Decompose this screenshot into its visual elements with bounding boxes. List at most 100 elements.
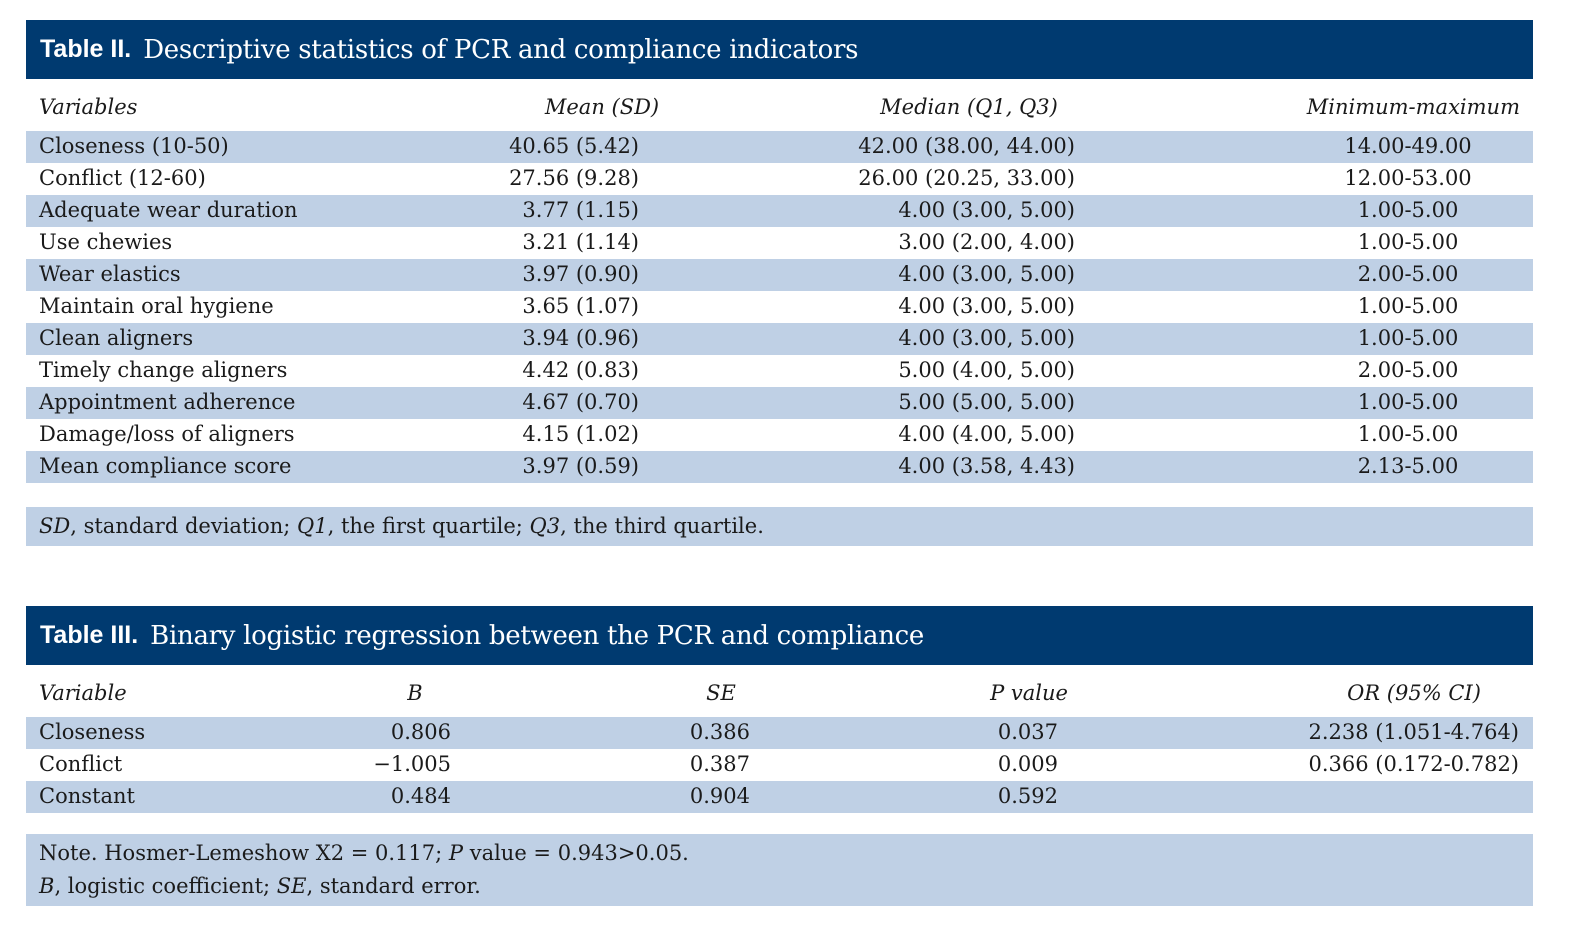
cell-mean-sd: 40.65 (5.42) <box>509 134 639 158</box>
header-variables: Variables <box>39 95 138 119</box>
cell-variable: Timely change aligners <box>39 358 288 382</box>
table-ii-title-bar: Table II. Descriptive statistics of PCR … <box>26 20 1533 79</box>
cell-variable: Conflict (12-60) <box>39 166 206 190</box>
cell-min-max: 1.00-5.00 <box>1357 198 1459 222</box>
cell-median-q: 4.00 (3.00, 5.00) <box>898 198 1075 222</box>
table-iii-row: Conflict −1.005 0.387 0.009 0.366 (0.172-0.7… <box>26 749 1533 781</box>
cell-variable: Damage/loss of aligners <box>39 422 295 446</box>
note-b-def: , logistic coefficient; <box>54 874 277 898</box>
note-se-abbr: SE <box>276 874 307 898</box>
cell-median-q: 26.00 (20.25, 33.00) <box>858 166 1075 190</box>
cell-min-max: 14.00-49.00 <box>1344 134 1472 158</box>
cell-b: 0.806 <box>390 720 451 744</box>
table-iii-note: Note. Hosmer-Lemeshow X2 = 0.117; P valu… <box>26 834 1533 906</box>
header-b: B <box>407 681 423 705</box>
footnote-q3-abbr: Q3 <box>529 514 561 538</box>
table-iii-title-bar: Table III. Binary logistic regression be… <box>26 606 1533 665</box>
cell-variable: Appointment adherence <box>39 390 296 414</box>
cell-variable: Adequate wear duration <box>39 198 298 222</box>
footnote-q1-abbr: Q1 <box>297 514 328 538</box>
footnote-q1-def: , the first quartile; <box>327 514 530 538</box>
cell-p-value: 0.009 <box>997 752 1058 776</box>
table-ii-row: Maintain oral hygiene 3.65 (1.07) 4.00 (3.… <box>26 291 1533 323</box>
table-iii-label: Table III. <box>40 621 139 649</box>
note-hosmer-text: Note. Hosmer-Lemeshow X2 = 0.117; <box>39 841 449 865</box>
note-se-def: , standard error. <box>306 874 481 898</box>
cell-variable: Clean aligners <box>39 326 194 350</box>
cell-min-max: 12.00-53.00 <box>1344 166 1472 190</box>
header-variable: Variable <box>39 681 127 705</box>
table-iii-row: Closeness 0.806 0.386 0.037 2.238 (1.051-4.7… <box>26 717 1533 749</box>
table-ii-row: Adequate wear duration 3.77 (1.15) 4.00 (3… <box>26 195 1533 227</box>
cell-median-q: 4.00 (3.00, 5.00) <box>898 262 1075 286</box>
cell-mean-sd: 3.65 (1.07) <box>522 294 639 318</box>
note-line-2: B, logistic coefficient; SE, standard er… <box>39 870 1520 903</box>
table-ii-row: Conflict (12-60) 27.56 (9.28) 26.00 (20.25… <box>26 163 1533 195</box>
table-ii-header-row: Variables Mean (SD) Median (Q1, Q3) Mini… <box>26 79 1533 131</box>
table-ii-title: Descriptive statistics of PCR and compli… <box>143 34 859 65</box>
table-ii-row: Clean aligners 3.94 (0.96) 4.00 (3.00, 5.0… <box>26 323 1533 355</box>
cell-mean-sd: 3.97 (0.59) <box>522 454 639 478</box>
cell-mean-sd: 3.77 (1.15) <box>522 198 639 222</box>
cell-or-ci: 0.366 (0.172-0.782) <box>1308 752 1519 776</box>
cell-mean-sd: 3.21 (1.14) <box>522 230 639 254</box>
footnote-sd-def: , standard deviation; <box>70 514 298 538</box>
table-ii-row: Wear elastics 3.97 (0.90) 4.00 (3.00, 5.00… <box>26 259 1533 291</box>
cell-median-q: 3.00 (2.00, 4.00) <box>898 230 1075 254</box>
table-ii-row: Use chewies 3.21 (1.14) 3.00 (2.00, 4.00) 1… <box>26 227 1533 259</box>
note-b-abbr: B <box>39 874 55 898</box>
cell-variable: Maintain oral hygiene <box>39 294 274 318</box>
table-ii: Table II. Descriptive statistics of PCR … <box>26 20 1533 546</box>
table-ii-row: Closeness (10-50) 40.65 (5.42) 42.00 (38.0… <box>26 131 1533 163</box>
cell-variable: Wear elastics <box>39 262 181 286</box>
header-or-ci: OR (95% CI) <box>1347 681 1481 705</box>
cell-median-q: 42.00 (38.00, 44.00) <box>858 134 1075 158</box>
table-ii-row: Damage/loss of aligners 4.15 (1.02) 4.00 (… <box>26 419 1533 451</box>
cell-mean-sd: 27.56 (9.28) <box>509 166 639 190</box>
note-line-1: Note. Hosmer-Lemeshow X2 = 0.117; P valu… <box>39 837 1520 870</box>
cell-b: 0.484 <box>390 784 451 808</box>
cell-min-max: 1.00-5.00 <box>1357 294 1459 318</box>
cell-p-value: 0.037 <box>997 720 1058 744</box>
header-min-max: Minimum-maximum <box>1306 95 1520 119</box>
table-ii-row: Appointment adherence 4.67 (0.70) 5.00 (5.… <box>26 387 1533 419</box>
cell-mean-sd: 4.15 (1.02) <box>522 422 639 446</box>
table-ii-row: Mean compliance score 3.97 (0.59) 4.00 (3.… <box>26 451 1533 483</box>
cell-variable: Constant <box>39 784 135 808</box>
cell-median-q: 4.00 (3.00, 5.00) <box>898 294 1075 318</box>
cell-min-max: 2.00-5.00 <box>1357 358 1459 382</box>
cell-median-q: 4.00 (3.58, 4.43) <box>898 454 1075 478</box>
header-median-q: Median (Q1, Q3) <box>880 95 1058 119</box>
cell-variable: Mean compliance score <box>39 454 292 478</box>
cell-variable: Closeness <box>39 720 146 744</box>
cell-mean-sd: 3.97 (0.90) <box>522 262 639 286</box>
cell-variable: Use chewies <box>39 230 173 254</box>
header-mean-sd: Mean (SD) <box>544 95 660 119</box>
cell-median-q: 5.00 (5.00, 5.00) <box>898 390 1075 414</box>
table-ii-label: Table II. <box>40 35 132 63</box>
cell-min-max: 1.00-5.00 <box>1357 230 1459 254</box>
cell-min-max: 2.13-5.00 <box>1357 454 1459 478</box>
cell-se: 0.387 <box>689 752 750 776</box>
cell-mean-sd: 4.67 (0.70) <box>522 390 639 414</box>
cell-se: 0.904 <box>689 784 750 808</box>
footnote-q3-def: , the third quartile. <box>560 514 764 538</box>
cell-min-max: 2.00-5.00 <box>1357 262 1459 286</box>
header-p-value: P value <box>990 681 1068 705</box>
cell-or-ci: 2.238 (1.051-4.764) <box>1308 720 1519 744</box>
table-iii-header-row: Variable B SE P value OR (95% CI) <box>26 665 1533 717</box>
cell-variable: Conflict <box>39 752 123 776</box>
table-ii-footnote: SD, standard deviation; Q1, the first qu… <box>26 507 1533 546</box>
note-p-italic: P <box>448 841 464 865</box>
table-iii-row: Constant 0.484 0.904 0.592 <box>26 781 1533 813</box>
header-se: SE <box>706 681 736 705</box>
footnote-sd-abbr: SD <box>39 514 71 538</box>
table-ii-row: Timely change aligners 4.42 (0.83) 5.00 (4… <box>26 355 1533 387</box>
table-iii: Table III. Binary logistic regression be… <box>26 606 1533 906</box>
cell-variable: Closeness (10-50) <box>39 134 229 158</box>
cell-min-max: 1.00-5.00 <box>1357 390 1459 414</box>
cell-min-max: 1.00-5.00 <box>1357 422 1459 446</box>
cell-median-q: 4.00 (3.00, 5.00) <box>898 326 1075 350</box>
cell-min-max: 1.00-5.00 <box>1357 326 1459 350</box>
cell-p-value: 0.592 <box>997 784 1058 808</box>
